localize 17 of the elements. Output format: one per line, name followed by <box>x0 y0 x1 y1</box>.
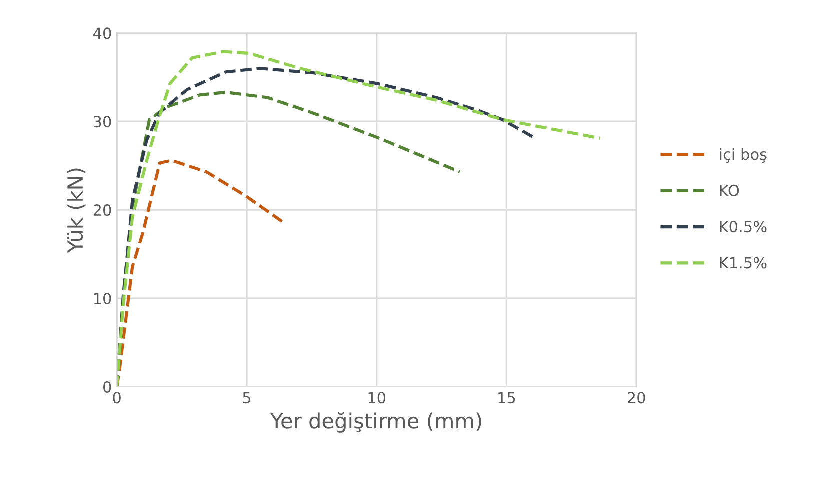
x-tick-label: 20 <box>628 392 646 404</box>
y-tick-label: 20 <box>94 204 112 216</box>
y-axis-title: Yük (kN) <box>67 168 86 254</box>
x-tick-label: 15 <box>498 392 516 404</box>
y-tick-label: 10 <box>94 293 112 305</box>
legend-label: KO <box>720 184 740 196</box>
legend-label: K0.5% <box>720 221 767 233</box>
legend-label: K1.5% <box>720 257 767 269</box>
y-tick-label: 30 <box>94 116 112 128</box>
line-series <box>117 50 602 387</box>
y-tick-label: 0 <box>104 381 112 394</box>
x-tick-label: 0 <box>113 392 121 404</box>
y-tick-label: 40 <box>94 28 112 40</box>
x-tick-label: 5 <box>243 392 250 404</box>
legend-label: içi boş <box>720 148 767 163</box>
x-axis-title: Yer değiştirme (mm) <box>270 412 482 433</box>
x-tick-label: 10 <box>368 392 386 404</box>
